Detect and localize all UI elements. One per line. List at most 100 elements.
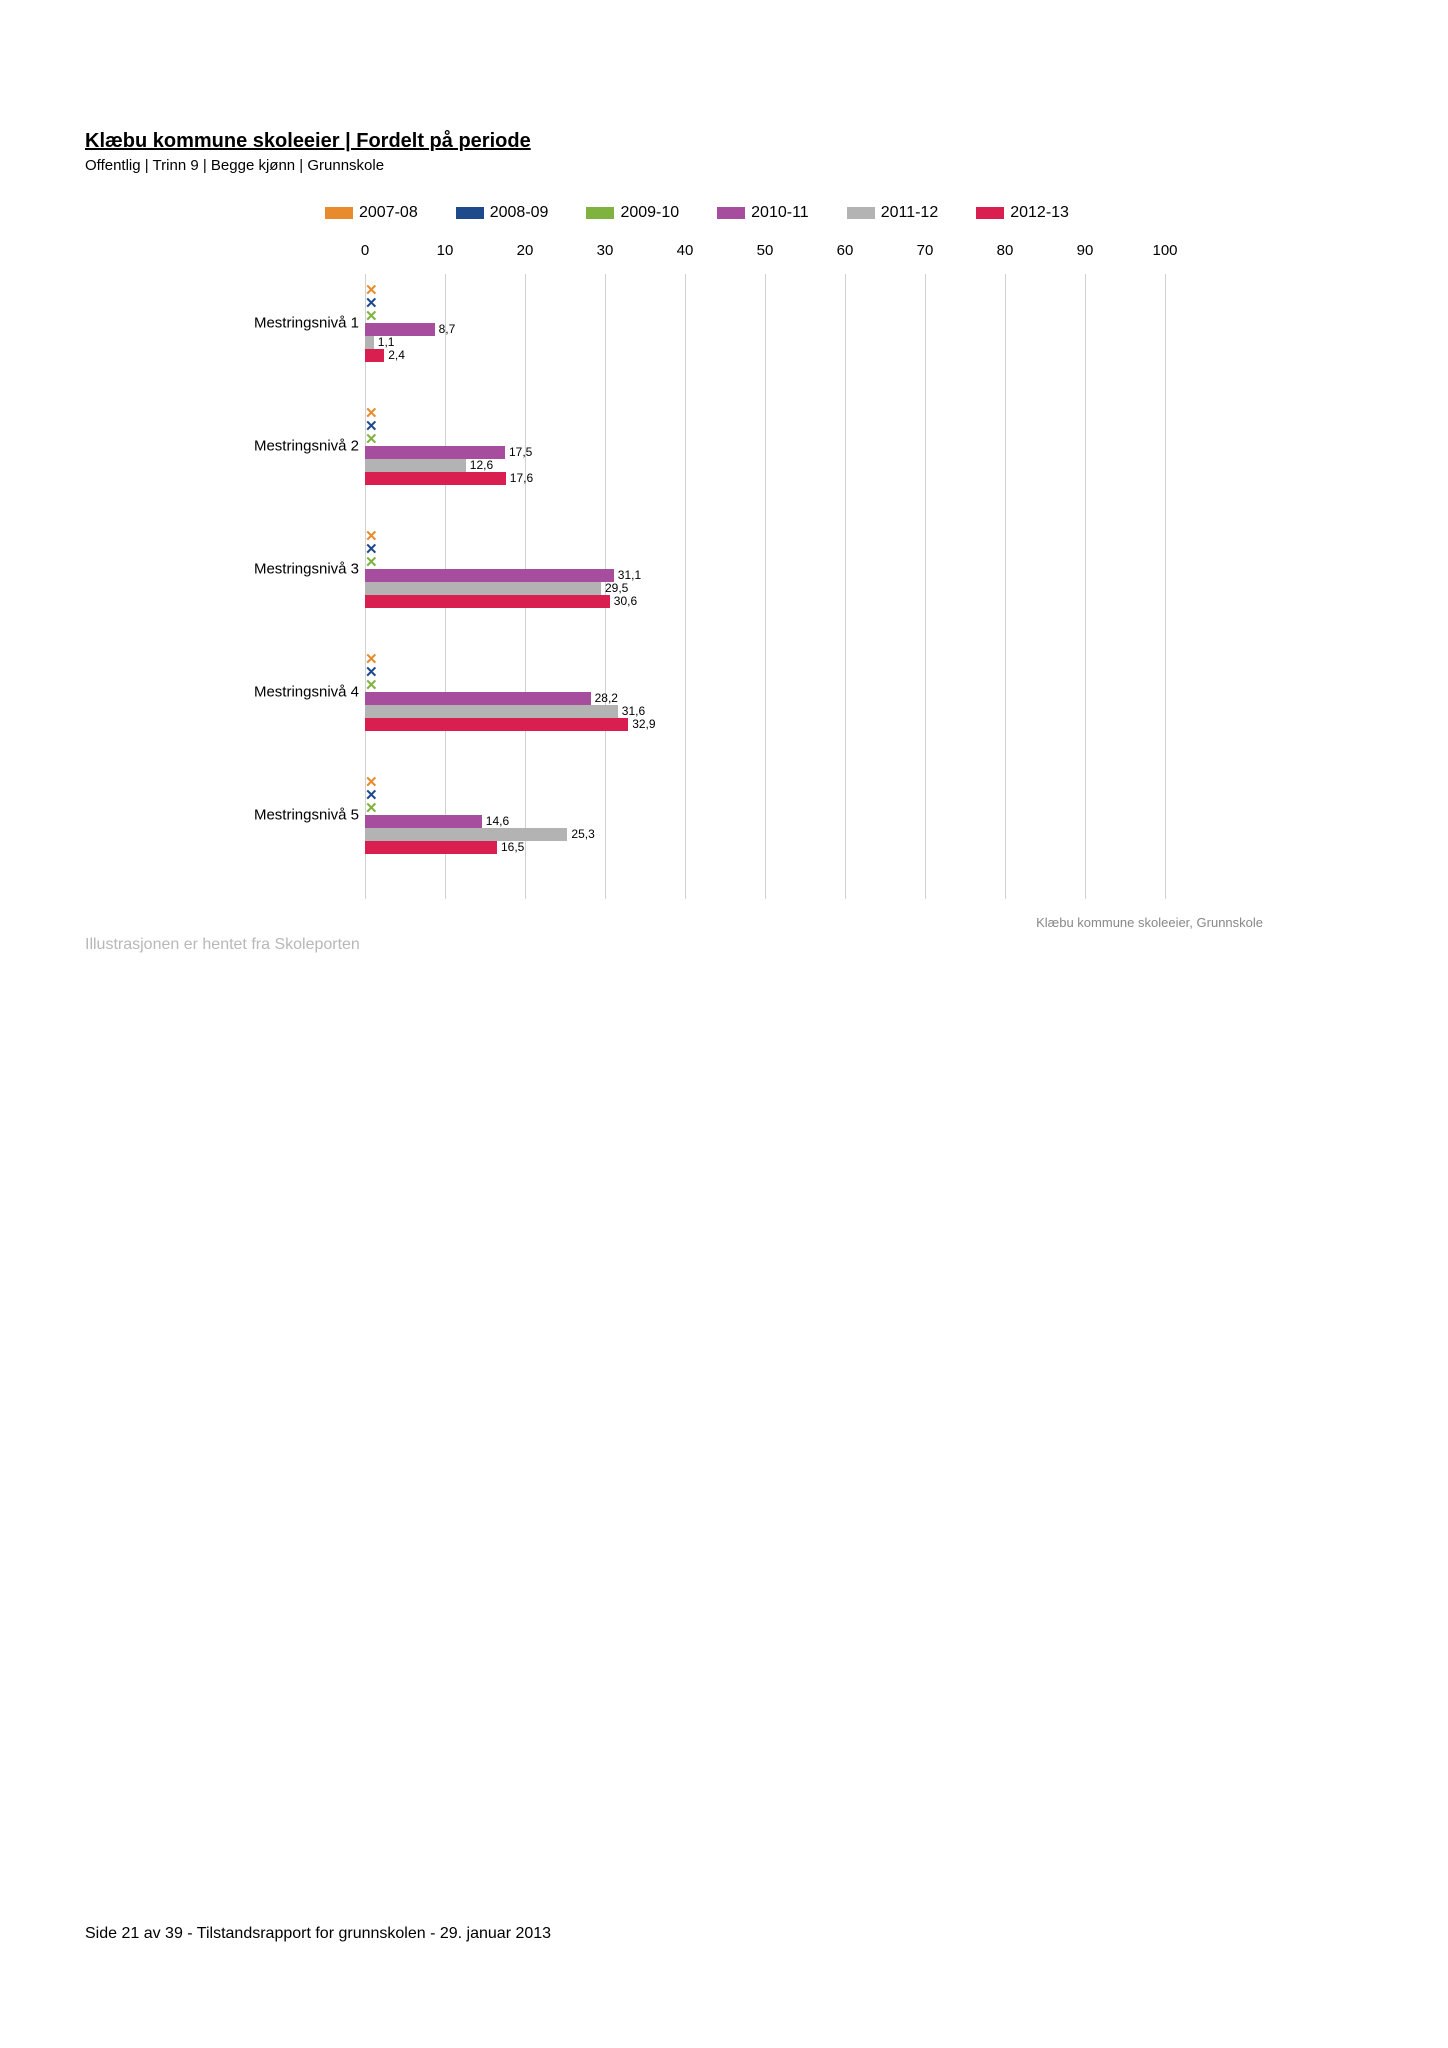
legend-swatch: [456, 207, 484, 219]
bar-row: 16,5: [365, 841, 1165, 854]
source-note: Klæbu kommune skoleeier, Grunnskole: [185, 915, 1263, 930]
bar-row: 12,6: [365, 459, 1165, 472]
group-label: Mestringsnivå 1: [254, 315, 359, 332]
bar-row: 25,3: [365, 828, 1165, 841]
bar-row: 30,6: [365, 595, 1165, 608]
bar: [365, 336, 374, 349]
bars-wrapper: ✕✕✕8,71,12,4: [365, 284, 1165, 362]
plot-area: Mestringsnivå 1✕✕✕8,71,12,4Mestringsnivå…: [185, 274, 1165, 899]
legend-swatch: [325, 207, 353, 219]
chart-container: 2007-082008-092009-102010-112011-122012-…: [185, 204, 1275, 930]
bar-value-label: 32,9: [632, 717, 655, 731]
legend-swatch: [976, 207, 1004, 219]
bar: [365, 349, 384, 362]
axis-tick: 100: [1152, 242, 1177, 259]
group-label: Mestringsnivå 2: [254, 438, 359, 455]
legend-item: 2009-10: [586, 204, 679, 222]
bar-row: ✕: [365, 407, 1165, 420]
bars-wrapper: ✕✕✕14,625,316,5: [365, 776, 1165, 854]
bar-row: ✕: [365, 679, 1165, 692]
bar-row: ✕: [365, 776, 1165, 789]
bar: [365, 595, 610, 608]
bar-group: Mestringsnivå 2✕✕✕17,512,617,6: [185, 407, 1165, 485]
bar-row: ✕: [365, 653, 1165, 666]
bar-value-label: 14,6: [486, 814, 509, 828]
legend-label: 2007-08: [359, 204, 418, 222]
bar: [365, 841, 497, 854]
missing-x-marker: ✕: [365, 556, 378, 569]
bar-row: 8,7: [365, 323, 1165, 336]
bar-row: 29,5: [365, 582, 1165, 595]
legend-label: 2009-10: [620, 204, 679, 222]
bar: [365, 828, 567, 841]
bar-value-label: 25,3: [571, 827, 594, 841]
bar-row: ✕: [365, 310, 1165, 323]
bar-group: Mestringsnivå 5✕✕✕14,625,316,5: [185, 776, 1165, 854]
bar: [365, 705, 618, 718]
bar-group: Mestringsnivå 4✕✕✕28,231,632,9: [185, 653, 1165, 731]
bar-value-label: 8,7: [439, 322, 456, 336]
axis-tick: 30: [597, 242, 614, 259]
missing-x-marker: ✕: [365, 310, 378, 323]
legend-label: 2008-09: [490, 204, 549, 222]
bar-row: ✕: [365, 543, 1165, 556]
bar-row: ✕: [365, 666, 1165, 679]
bar-row: ✕: [365, 297, 1165, 310]
bar-row: 31,6: [365, 705, 1165, 718]
axis-tick: 80: [997, 242, 1014, 259]
bar-row: 28,2: [365, 692, 1165, 705]
bar-row: 1,1: [365, 336, 1165, 349]
bar: [365, 472, 506, 485]
bar-row: 2,4: [365, 349, 1165, 362]
axis-tick: 50: [757, 242, 774, 259]
page-footer: Side 21 av 39 - Tilstandsrapport for gru…: [85, 1925, 551, 1943]
bar-row: 17,6: [365, 472, 1165, 485]
x-axis: 0102030405060708090100: [185, 242, 1275, 266]
bar-value-label: 31,6: [622, 704, 645, 718]
bar-value-label: 17,6: [510, 471, 533, 485]
bar-value-label: 12,6: [470, 458, 493, 472]
legend-swatch: [847, 207, 875, 219]
bar-row: ✕: [365, 420, 1165, 433]
legend-item: 2008-09: [456, 204, 549, 222]
group-label: Mestringsnivå 3: [254, 561, 359, 578]
chart-subtitle: Offentlig | Trinn 9 | Begge kjønn | Grun…: [85, 157, 1363, 174]
bar: [365, 692, 591, 705]
missing-x-marker: ✕: [365, 679, 378, 692]
bar: [365, 718, 628, 731]
legend-item: 2011-12: [847, 204, 939, 222]
chart-title: Klæbu kommune skoleeier | Fordelt på per…: [85, 130, 1363, 153]
legend-item: 2012-13: [976, 204, 1069, 222]
bar-value-label: 16,5: [501, 840, 524, 854]
bar-group: Mestringsnivå 3✕✕✕31,129,530,6: [185, 530, 1165, 608]
bar-row: 14,6: [365, 815, 1165, 828]
bars-wrapper: ✕✕✕28,231,632,9: [365, 653, 1165, 731]
axis-tick: 60: [837, 242, 854, 259]
legend-swatch: [717, 207, 745, 219]
bar-row: ✕: [365, 284, 1165, 297]
axis-tick: 10: [437, 242, 454, 259]
bar-value-label: 1,1: [378, 335, 395, 349]
legend: 2007-082008-092009-102010-112011-122012-…: [325, 204, 1275, 222]
bar-value-label: 30,6: [614, 594, 637, 608]
bar: [365, 815, 482, 828]
group-label: Mestringsnivå 4: [254, 684, 359, 701]
bar-row: ✕: [365, 789, 1165, 802]
legend-swatch: [586, 207, 614, 219]
bars-wrapper: ✕✕✕17,512,617,6: [365, 407, 1165, 485]
bar-group: Mestringsnivå 1✕✕✕8,71,12,4: [185, 284, 1165, 362]
gridline: [1165, 274, 1166, 899]
bar-row: 32,9: [365, 718, 1165, 731]
bar-row: 31,1: [365, 569, 1165, 582]
bar-value-label: 28,2: [595, 691, 618, 705]
bars-wrapper: ✕✕✕31,129,530,6: [365, 530, 1165, 608]
bar-row: ✕: [365, 433, 1165, 446]
legend-label: 2011-12: [881, 204, 939, 222]
bar-row: ✕: [365, 556, 1165, 569]
axis-tick: 90: [1077, 242, 1094, 259]
bar: [365, 569, 614, 582]
legend-label: 2012-13: [1010, 204, 1069, 222]
bar-row: ✕: [365, 530, 1165, 543]
group-label: Mestringsnivå 5: [254, 807, 359, 824]
bar: [365, 459, 466, 472]
